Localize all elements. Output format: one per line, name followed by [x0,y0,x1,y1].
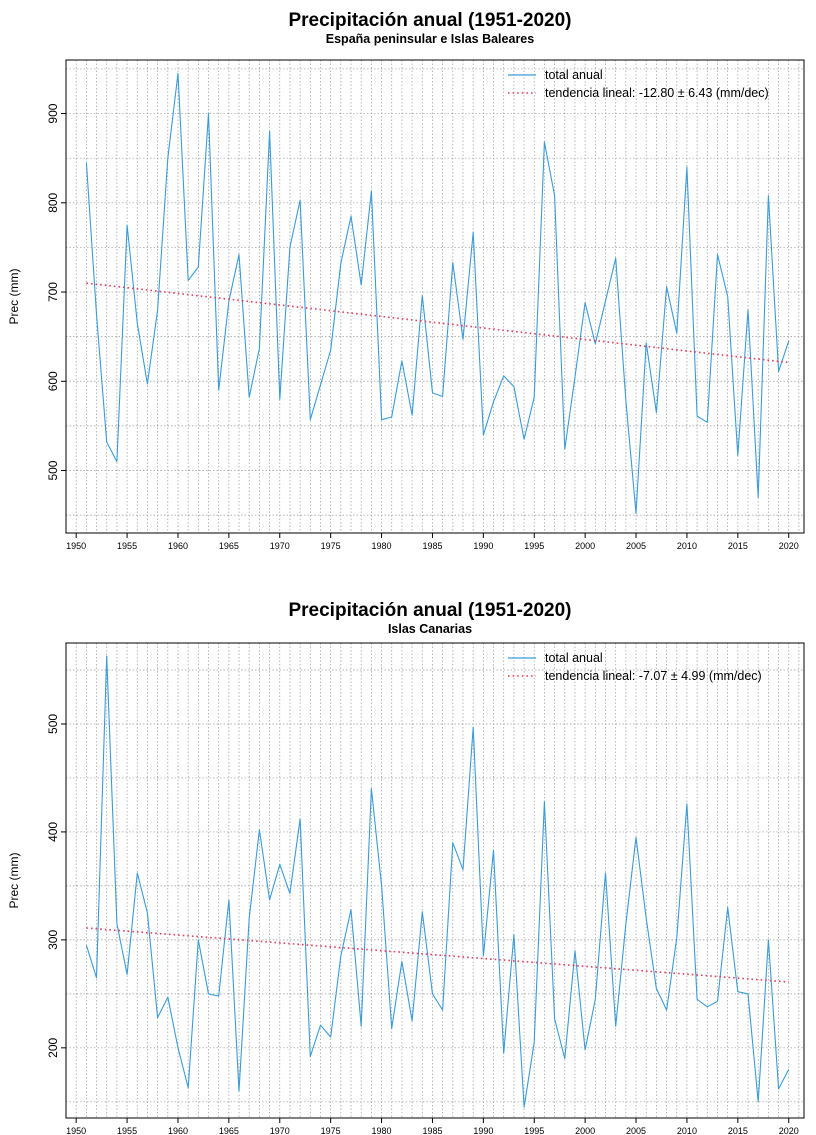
x-tick-label: 1990 [473,1126,493,1135]
y-tick-label: 500 [46,460,60,480]
x-tick-label: 1985 [422,541,442,551]
y-tick-label: 300 [46,930,60,950]
x-tick-label: 1995 [524,541,544,551]
legend-entry-total: total anual [545,68,603,82]
x-tick-label: 1980 [372,541,392,551]
chart-peninsular: Precipitación anual (1951-2020) España p… [0,0,816,560]
grid [65,60,804,533]
series-line-total-anual [85,72,790,514]
y-tick-label: 600 [46,371,60,391]
series-line-total-anual [85,655,790,1108]
x-tick-label: 1995 [524,1126,544,1135]
x-tick-label: 2020 [779,541,799,551]
chart-canarias: Precipitación anual (1951-2020) Islas Ca… [0,590,816,1135]
grid [65,643,804,1118]
x-tick-label: 2005 [626,1126,646,1135]
y-tick-label: 800 [46,192,60,212]
x-tick-label: 1965 [219,541,239,551]
x-tick-label: 1965 [219,1126,239,1135]
series-line-trend [86,282,789,364]
plot-frame [65,59,805,534]
x-tick-label: 1990 [473,541,493,551]
y-tick-label: 700 [46,282,60,302]
x-tick-label: 1970 [270,1126,290,1135]
x-tick-label: 2005 [626,541,646,551]
x-tick-label: 1985 [422,1126,442,1135]
x-tick-label: 2020 [779,1126,799,1135]
plot-area: 1950 1955 1960 1965 1970 1975 1980 1985 1990 1995… [7,642,805,1135]
series-line-trend [86,927,789,983]
chart-title: Precipitación anual (1951-2020) [288,600,571,621]
chart-title: Precipitación anual (1951-2020) [288,10,571,31]
x-tick-label: 1960 [168,1126,188,1135]
x-tick-label: 1970 [270,541,290,551]
x-tick-label: 1950 [66,541,86,551]
plot-frame [65,642,805,1119]
y-tick-label: 500 [46,714,60,734]
x-tick-label: 1950 [66,1126,86,1135]
data-points [85,72,790,514]
legend: total anual tendencia lineal: -12.80 ± 6.… [508,68,769,100]
y-axis-label: Prec (mm) [7,853,21,909]
data-points [85,655,790,1109]
plot-area: 1950 1955 1960 1965 1970 1975 1980 1985 1990 1995… [7,59,805,551]
y-tick-label: 400 [46,822,60,842]
chart-subtitle: España peninsular e Islas Baleares [326,32,534,46]
y-tick-label: 200 [46,1037,60,1057]
x-tick-label: 2000 [575,541,595,551]
x-tick-label: 2000 [575,1126,595,1135]
x-tick-label: 2010 [677,1126,697,1135]
legend: total anual tendencia lineal: -7.07 ± 4.9… [508,651,762,683]
chart-svg-2: Precipitación anual (1951-2020) Islas Ca… [7,600,805,1135]
x-tick-label: 1960 [168,541,188,551]
x-tick-label: 1955 [117,541,137,551]
x-tick-label: 1955 [117,1126,137,1135]
y-tick-label: 900 [46,103,60,123]
x-tick-label: 2010 [677,541,697,551]
chart-svg-1: Precipitación anual (1951-2020) España p… [7,10,805,551]
legend-entry-total: total anual [545,651,603,665]
legend-entry-trend: tendencia lineal: -12.80 ± 6.43 (mm/dec) [545,86,769,100]
x-tick-label: 1975 [321,1126,341,1135]
chart-subtitle: Islas Canarias [388,622,472,636]
x-tick-label: 2015 [728,1126,748,1135]
x-tick-label: 1980 [372,1126,392,1135]
y-axis-label: Prec (mm) [7,269,21,325]
legend-entry-trend: tendencia lineal: -7.07 ± 4.99 (mm/dec) [545,669,762,683]
x-tick-label: 1975 [321,541,341,551]
x-tick-label: 2015 [728,541,748,551]
